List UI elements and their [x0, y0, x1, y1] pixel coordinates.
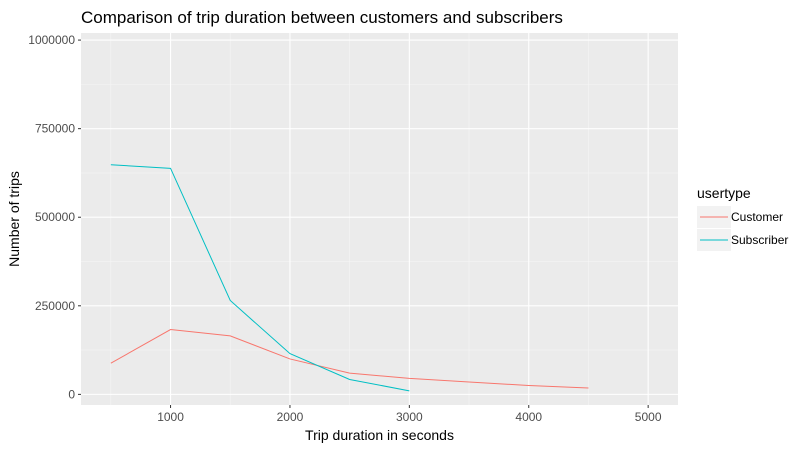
series-line-subscriber: [110, 164, 410, 392]
legend: usertype Customer Subscriber: [697, 185, 788, 251]
x-tick-label: 1000: [157, 410, 184, 424]
legend-label-customer: Customer: [731, 210, 783, 224]
y-tick-label: 1000000: [28, 33, 75, 47]
y-tick-label: 0: [68, 387, 75, 401]
x-tick-label: 3000: [396, 410, 423, 424]
legend-label-subscriber: Subscriber: [731, 233, 788, 247]
y-tick-label: 750000: [35, 122, 75, 136]
x-tick-label: 2000: [277, 410, 304, 424]
x-tick-label: 5000: [635, 410, 662, 424]
chart-title: Comparison of trip duration between cust…: [81, 8, 563, 27]
series-line-customer: [110, 329, 589, 389]
x-axis: 1000 2000 3000 4000 5000: [157, 405, 662, 424]
y-tick-label: 250000: [35, 299, 75, 313]
major-grid: [81, 33, 678, 405]
x-tick-label: 4000: [515, 410, 542, 424]
y-axis: 0 250000 500000 750000 1000000: [28, 33, 81, 401]
plot-panel: [81, 33, 678, 405]
minor-grid: [81, 33, 678, 405]
legend-items: Customer Subscriber: [697, 206, 788, 251]
y-tick-label: 500000: [35, 210, 75, 224]
y-axis-title: Number of trips: [6, 171, 22, 267]
series-layer: [110, 164, 589, 392]
legend-title: usertype: [697, 185, 751, 201]
x-axis-title: Trip duration in seconds: [305, 427, 454, 443]
